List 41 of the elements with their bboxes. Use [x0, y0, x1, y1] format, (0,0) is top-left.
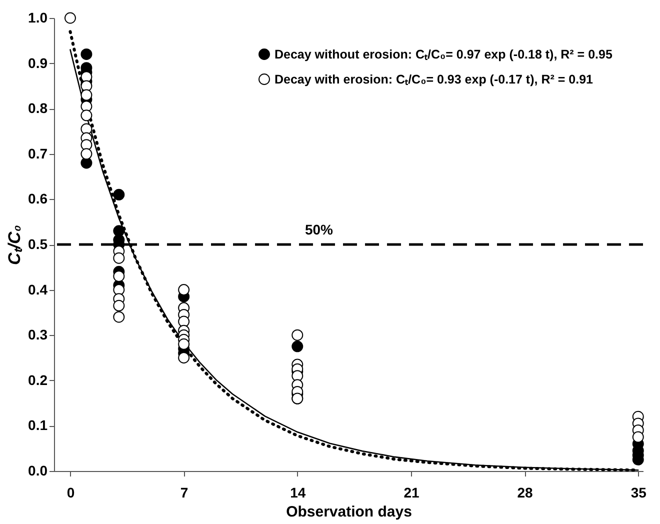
y-tick-label: 0.5	[28, 236, 48, 252]
point	[80, 110, 92, 122]
y-tick-label: 0.1	[28, 417, 48, 434]
y-tick-label: 1.0	[28, 10, 48, 26]
x-tick-label: 21	[404, 484, 420, 500]
point	[113, 188, 125, 200]
y-tick-label: 0.8	[28, 100, 48, 116]
x-tick-label: 35	[630, 484, 647, 500]
point	[292, 370, 304, 382]
x-tick-label: 28	[517, 484, 534, 500]
legend-label: Decay without erosion: Cₜ/C₀= 0.97 exp (-0.18 t), R² = 0.95	[274, 47, 612, 62]
x-axis-title: Observation days	[286, 504, 412, 520]
x-tick-label: 7	[180, 484, 188, 500]
ref-line-label: 50%	[304, 222, 334, 238]
point	[80, 89, 92, 101]
point	[178, 352, 190, 364]
y-tick-label: 0.6	[28, 190, 48, 207]
point	[178, 284, 190, 296]
point	[113, 300, 125, 312]
legend-label: Decay with erosion: Cₜ/C₀= 0.93 exp (-0.17 t), R² = 0.91	[274, 72, 594, 86]
point	[80, 148, 92, 160]
point	[113, 252, 125, 264]
point	[292, 329, 304, 341]
y-tick-label: 0.0	[28, 462, 48, 478]
y-tick-label: 0.2	[28, 372, 48, 388]
point	[113, 225, 125, 237]
y-tick-label: 0.9	[28, 54, 48, 71]
point	[178, 338, 190, 350]
point	[113, 311, 125, 323]
point	[292, 340, 304, 352]
point	[64, 12, 76, 24]
point	[80, 48, 92, 60]
point	[632, 431, 644, 443]
x-tick-label: 0	[66, 484, 75, 500]
y-tick-label: 0.7	[28, 145, 48, 162]
y-axis-title: Cₜ/C₀	[5, 224, 24, 265]
point	[113, 284, 125, 296]
point	[113, 270, 125, 282]
y-tick-label: 0.3	[28, 326, 48, 343]
x-tick-label: 14	[290, 484, 306, 500]
y-tick-label: 0.4	[28, 281, 48, 298]
